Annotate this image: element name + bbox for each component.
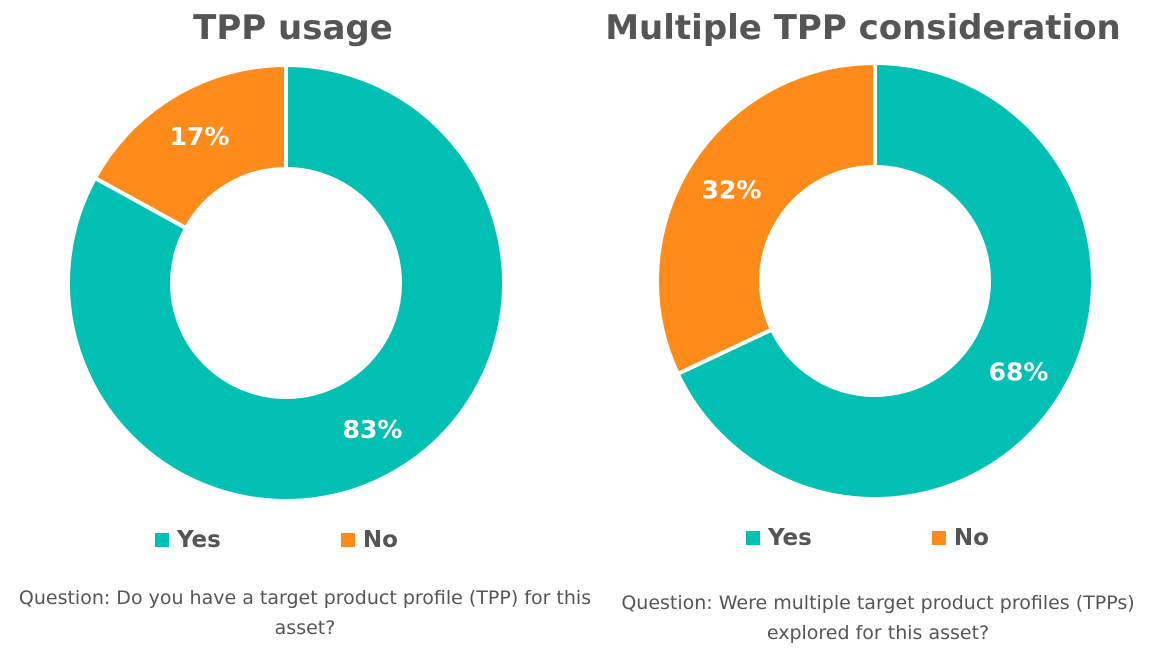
chart-title: TPP usage bbox=[193, 8, 393, 48]
legend: Yes No bbox=[155, 527, 398, 553]
legend-swatch-yes bbox=[746, 531, 760, 545]
data-label-no: 32% bbox=[702, 175, 762, 204]
donut-chart: 83% 17% bbox=[66, 62, 506, 503]
legend-item-no: No bbox=[340, 527, 398, 553]
donut-slice-yes bbox=[675, 60, 1095, 501]
data-label-no: 17% bbox=[170, 122, 230, 151]
legend-label-yes: Yes bbox=[768, 525, 812, 551]
legend-label-no: No bbox=[362, 527, 398, 553]
donut-chart: 68% 32% bbox=[655, 60, 1095, 501]
donut-slice-no bbox=[92, 62, 288, 231]
legend-swatch-yes bbox=[155, 533, 169, 547]
legend-swatch-no bbox=[340, 533, 355, 547]
question-caption: Question: Do you have a target product p… bbox=[18, 587, 592, 639]
data-label-yes: 68% bbox=[989, 358, 1049, 387]
legend-swatch-no bbox=[931, 531, 946, 545]
legend-item-no: No bbox=[931, 525, 989, 551]
data-label-yes: 83% bbox=[343, 415, 403, 444]
chart-panel-tpp-usage: TPP usage 83% 17% Yes No Question: Do you… bbox=[19, 8, 591, 639]
donut-slice-yes bbox=[66, 62, 506, 503]
legend-item-yes: Yes bbox=[155, 527, 221, 553]
legend-label-no: No bbox=[953, 525, 989, 551]
legend-label-yes: Yes bbox=[177, 527, 221, 553]
chart-panel-multiple-tpp: Multiple TPP consideration 68% 32% Yes No… bbox=[578, 0, 1156, 672]
question-caption: Question: Were multiple target product p… bbox=[621, 592, 1135, 644]
legend: Yes No bbox=[746, 525, 989, 551]
chart-title: Multiple TPP consideration bbox=[605, 8, 1121, 48]
legend-item-yes: Yes bbox=[746, 525, 812, 551]
donut-slice-no bbox=[655, 60, 877, 377]
